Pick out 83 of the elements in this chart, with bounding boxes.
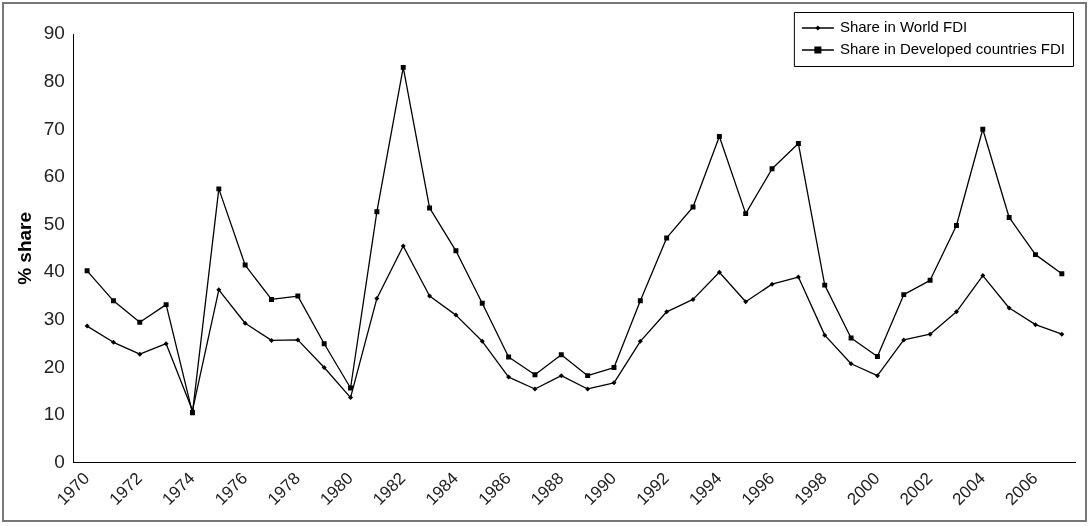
- point: [980, 273, 986, 279]
- point: [874, 354, 880, 360]
- point: [427, 205, 433, 211]
- y-tick-label: 60: [43, 165, 65, 187]
- point: [743, 299, 749, 305]
- y-tick-label: 0: [54, 451, 65, 473]
- point: [769, 166, 775, 172]
- point: [295, 293, 301, 299]
- legend-label: Share in Developed countries FDI: [839, 40, 1066, 58]
- point: [453, 248, 459, 254]
- point: [1059, 331, 1065, 337]
- y-tick-label: 40: [43, 260, 65, 282]
- point: [242, 262, 248, 268]
- point: [163, 302, 169, 308]
- point: [558, 373, 564, 379]
- point: [611, 380, 617, 386]
- y-tick-label: 90: [43, 22, 65, 44]
- point: [795, 274, 801, 280]
- point: [743, 211, 749, 217]
- point: [506, 354, 512, 360]
- point: [269, 296, 274, 302]
- point: [664, 235, 670, 241]
- point: [769, 281, 775, 287]
- point: [690, 296, 696, 302]
- point: [374, 295, 380, 301]
- point: [848, 361, 854, 367]
- point: [558, 352, 564, 358]
- point: [927, 331, 933, 337]
- point: [1033, 252, 1038, 258]
- point: [585, 386, 591, 392]
- y-tick-label: 10: [43, 403, 65, 425]
- point: [1059, 271, 1065, 277]
- point: [901, 292, 907, 298]
- point: [163, 341, 169, 347]
- point: [1032, 322, 1038, 328]
- point: [216, 287, 222, 293]
- point: [901, 337, 907, 343]
- point: [479, 338, 485, 344]
- point: [953, 223, 959, 229]
- point: [716, 269, 722, 275]
- point: [822, 332, 828, 338]
- point: [110, 298, 116, 304]
- point: [242, 320, 248, 326]
- point: [216, 186, 222, 192]
- point: [84, 268, 90, 274]
- point: [980, 126, 986, 132]
- point: [374, 209, 380, 215]
- point: [927, 277, 933, 283]
- point: [874, 373, 880, 379]
- y-axis-title: % share: [13, 211, 35, 285]
- legend-label: Share in World FDI: [839, 18, 968, 36]
- point: [532, 386, 538, 392]
- point: [427, 293, 433, 299]
- point: [453, 312, 459, 318]
- point: [1006, 214, 1012, 220]
- point: [637, 338, 643, 344]
- point: [295, 337, 301, 343]
- point: [400, 243, 406, 249]
- point: [637, 298, 643, 304]
- point: [400, 64, 406, 70]
- point: [585, 373, 591, 379]
- point: [532, 372, 538, 378]
- point: [795, 141, 801, 147]
- point: [269, 337, 275, 343]
- point: [716, 133, 722, 139]
- y-tick-label: 50: [43, 212, 65, 234]
- point: [664, 309, 670, 315]
- point: [822, 282, 828, 288]
- point: [348, 395, 354, 401]
- point: [321, 341, 327, 347]
- y-tick-label: 70: [43, 117, 65, 139]
- point: [84, 323, 90, 329]
- y-tick-label: 80: [43, 69, 65, 91]
- point: [137, 351, 143, 357]
- point: [1006, 305, 1012, 311]
- y-tick-label: 30: [43, 308, 65, 330]
- point: [137, 319, 143, 325]
- point: [953, 309, 959, 315]
- point: [321, 365, 327, 371]
- y-tick-label: 20: [43, 355, 65, 377]
- point: [479, 300, 485, 306]
- point: [506, 374, 512, 380]
- point: [110, 339, 116, 345]
